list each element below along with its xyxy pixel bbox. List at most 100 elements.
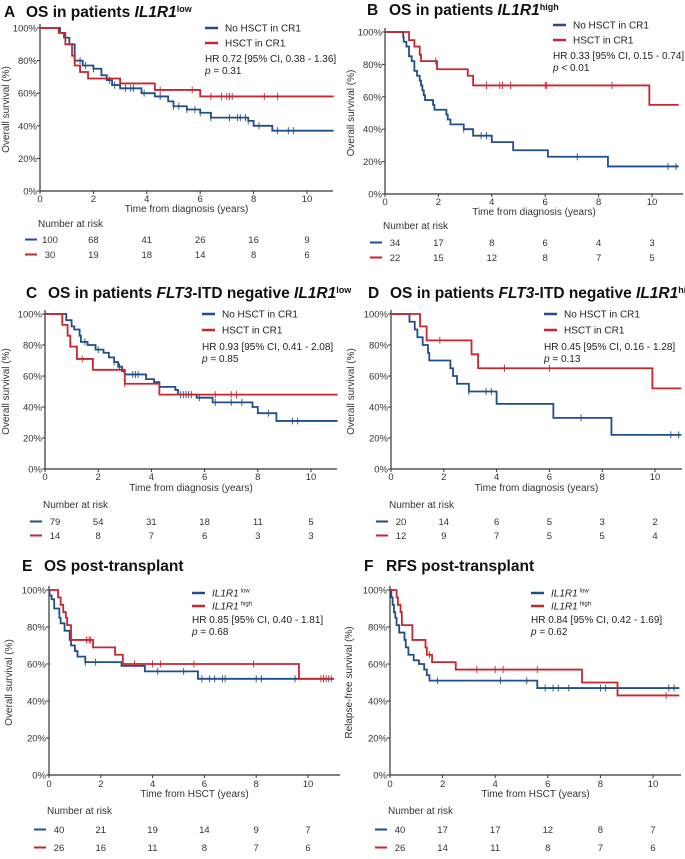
x-tick-label: 4 bbox=[494, 472, 499, 483]
risk-count: 19 bbox=[147, 825, 158, 836]
risk-count: 9 bbox=[254, 825, 259, 836]
x-tick-label: 4 bbox=[493, 779, 498, 790]
y-axis-label: Overall survival (%) bbox=[346, 348, 357, 435]
legend-label: IL1R1 low bbox=[212, 589, 250, 600]
title-part: low bbox=[177, 4, 193, 14]
risk-count: 8 bbox=[202, 843, 207, 854]
y-tick-label: 20% bbox=[27, 734, 47, 745]
x-tick-label: 0 bbox=[387, 779, 392, 790]
risk-count: 79 bbox=[50, 517, 61, 528]
x-tick-label: 8 bbox=[255, 472, 260, 483]
risk-count: 7 bbox=[494, 531, 499, 542]
legend-name: No HSCT in CR1 bbox=[573, 21, 649, 32]
km-curve-blue bbox=[45, 313, 338, 422]
x-tick-label: 0 bbox=[42, 472, 47, 483]
risk-count: 16 bbox=[248, 235, 259, 246]
risk-count: 7 bbox=[305, 825, 310, 836]
risk-count: 19 bbox=[88, 250, 99, 261]
risk-count: 22 bbox=[390, 253, 401, 264]
km-curve-red bbox=[40, 27, 334, 98]
km-curve-blue bbox=[385, 31, 679, 168]
risk-count: 40 bbox=[54, 825, 65, 836]
km-curve-blue bbox=[391, 313, 682, 436]
x-tick-label: 6 bbox=[198, 194, 203, 205]
y-tick-label: 40% bbox=[368, 697, 388, 708]
x-tick-label: 2 bbox=[440, 779, 445, 790]
title-part: IL1R1 bbox=[294, 285, 336, 302]
risk-count: 18 bbox=[142, 250, 153, 261]
legend-sup: low bbox=[580, 589, 590, 595]
panel-c: C OS in patients FLT3-ITD negative IL1R1l… bbox=[1, 285, 352, 542]
risk-count: 21 bbox=[96, 825, 107, 836]
p-value-text: = 0.62 bbox=[537, 627, 568, 638]
title-part: low bbox=[336, 285, 352, 295]
title-part: IL1R1 bbox=[135, 4, 177, 21]
legend-name: IL1R1 bbox=[212, 602, 239, 613]
km-curve-red bbox=[45, 313, 338, 396]
x-tick-label: 4 bbox=[149, 472, 154, 483]
km-curve-red bbox=[385, 31, 679, 106]
panel-letter: A bbox=[4, 4, 15, 21]
panel-title: OS post-transplant bbox=[44, 558, 184, 575]
x-tick-label: 8 bbox=[251, 194, 256, 205]
risk-count: 14 bbox=[199, 825, 210, 836]
x-axis-label: Time from HSCT (years) bbox=[481, 789, 589, 800]
risk-count: 41 bbox=[142, 235, 153, 246]
risk-count: 4 bbox=[596, 238, 601, 249]
legend-name: No HSCT in CR1 bbox=[564, 310, 640, 321]
risk-count: 12 bbox=[543, 825, 554, 836]
legend-name: IL1R1 bbox=[551, 602, 578, 613]
panel-letter: E bbox=[22, 558, 32, 575]
y-tick-label: 60% bbox=[27, 660, 47, 671]
y-tick-label: 80% bbox=[23, 341, 43, 352]
title-part: IL1R1 bbox=[498, 2, 540, 19]
x-tick-label: 0 bbox=[46, 779, 51, 790]
risk-count: 34 bbox=[390, 238, 401, 249]
risk-table-header: Number at risk bbox=[389, 500, 455, 511]
panel-title: OS in patients FLT3-ITD negative IL1R1hi… bbox=[390, 285, 685, 302]
legend-name: HSCT in CR1 bbox=[222, 326, 283, 337]
legend-name: No HSCT in CR1 bbox=[225, 24, 301, 35]
risk-count: 26 bbox=[195, 235, 206, 246]
p-value-text: < 0.01 bbox=[559, 63, 590, 74]
y-tick-label: 60% bbox=[363, 92, 383, 103]
panel-e: E OS post-transplant 0% 20% 40% 60% 80% 100% 0 2 4… bbox=[4, 558, 340, 854]
risk-count: 12 bbox=[487, 253, 498, 264]
y-tick-label: 20% bbox=[363, 157, 383, 168]
x-tick-label: 0 bbox=[37, 194, 42, 205]
p-value: p = 0.62 bbox=[530, 627, 568, 638]
y-tick-label: 100% bbox=[363, 586, 388, 597]
p-symbol: p bbox=[201, 354, 208, 365]
title-part: OS in patients bbox=[390, 285, 499, 302]
risk-count: 8 bbox=[545, 843, 550, 854]
y-axis-label: Overall survival (%) bbox=[1, 348, 12, 435]
risk-count: 31 bbox=[146, 517, 157, 528]
legend-label: No HSCT in CR1 bbox=[573, 21, 649, 32]
p-value: p = 0.68 bbox=[191, 627, 229, 638]
x-tick-label: 2 bbox=[441, 472, 446, 483]
y-tick-label: 0% bbox=[374, 465, 388, 476]
risk-count: 68 bbox=[88, 235, 99, 246]
title-part: OS post-transplant bbox=[44, 558, 184, 575]
risk-count: 9 bbox=[441, 531, 446, 542]
risk-count: 6 bbox=[494, 517, 499, 528]
legend-label: No HSCT in CR1 bbox=[564, 310, 640, 321]
km-curve-blue bbox=[390, 589, 680, 689]
x-tick-label: 2 bbox=[91, 194, 96, 205]
x-tick-label: 10 bbox=[648, 779, 659, 790]
y-axis-label: Overall survival (%) bbox=[346, 70, 357, 157]
panel-b: B OS in patients IL1R1high 0% 20% 40% 60% 80% 1… bbox=[346, 2, 684, 264]
legend-name: IL1R1 bbox=[212, 589, 239, 600]
risk-count: 6 bbox=[650, 843, 655, 854]
title-part: FLT3 bbox=[499, 285, 535, 302]
x-tick-label: 6 bbox=[543, 197, 548, 208]
km-curve-red bbox=[391, 313, 682, 390]
risk-count: 9 bbox=[304, 235, 309, 246]
panel-letter: C bbox=[26, 285, 37, 302]
risk-count: 17 bbox=[490, 825, 501, 836]
title-part: IL1R1 bbox=[636, 285, 678, 302]
p-value: p = 0.85 bbox=[201, 354, 239, 365]
hazard-ratio: HR 0.93 [95% CI, 0.41 - 2.08] bbox=[202, 342, 333, 353]
risk-count: 5 bbox=[547, 531, 552, 542]
risk-count: 6 bbox=[305, 843, 310, 854]
